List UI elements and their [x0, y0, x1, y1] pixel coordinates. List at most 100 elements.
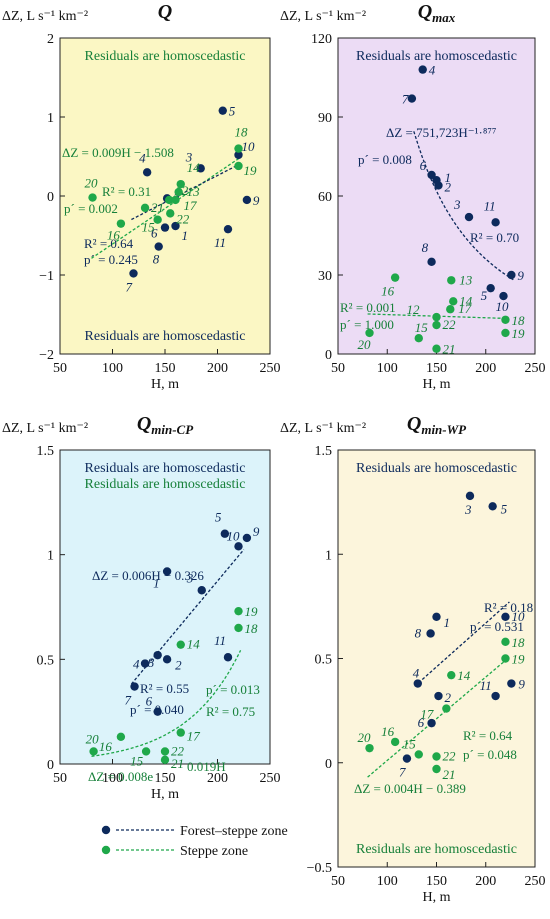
data-point	[501, 328, 510, 338]
x-tick-label: 200	[475, 361, 496, 376]
regression-stat: 0.019H	[187, 759, 226, 774]
point-label: 5	[229, 104, 236, 119]
data-point	[160, 223, 170, 232]
point-label: 7	[402, 92, 409, 107]
data-point	[491, 218, 500, 227]
data-point	[488, 502, 497, 511]
chart-title: Qmax	[418, 1, 456, 25]
point-label: 21	[443, 767, 456, 782]
data-point	[162, 567, 172, 576]
point-label: 9	[518, 677, 525, 692]
point-label: 17	[458, 301, 472, 316]
point-label: 14	[187, 637, 201, 652]
plot-area	[59, 449, 271, 765]
x-tick-label: 250	[525, 874, 546, 889]
data-point	[365, 328, 374, 338]
point-label: 19	[245, 604, 259, 619]
data-point	[447, 276, 456, 285]
data-point	[501, 654, 510, 663]
point-label: 3	[185, 149, 193, 164]
x-tick-label: 200	[207, 771, 228, 786]
point-label: 11	[214, 235, 226, 250]
data-point	[447, 670, 456, 680]
point-label: 3	[464, 502, 472, 517]
data-point	[432, 320, 441, 330]
point-label: 6	[151, 226, 158, 241]
point-label: 16	[381, 724, 395, 739]
point-label: 4	[429, 63, 436, 78]
point-label: 10	[495, 299, 509, 314]
point-label: 16	[107, 228, 121, 243]
homoscedastic-note: Residuals are homoscedastic	[85, 461, 246, 476]
point-label: 4	[133, 657, 140, 672]
data-point	[427, 170, 436, 180]
point-label: 11	[214, 633, 226, 648]
data-point	[176, 728, 185, 737]
y-tick-label: 0	[325, 757, 332, 772]
regression-stat: p´ = 0.002	[64, 201, 118, 216]
point-label: 22	[443, 317, 457, 332]
data-point	[160, 747, 170, 756]
trend-line-steppe	[367, 658, 508, 778]
point-label: 20	[85, 176, 99, 191]
trend-line-forest	[413, 131, 514, 281]
y-tick-label: 0	[47, 758, 54, 773]
regression-stat: ΔZ = 751,723H⁻¹·⁸⁷⁷	[386, 125, 496, 140]
x-tick-label: 100	[377, 874, 398, 889]
point-label: 9	[253, 193, 260, 208]
data-point	[197, 586, 206, 595]
legend-marker	[101, 845, 111, 855]
data-point	[153, 650, 162, 660]
data-point	[153, 707, 162, 716]
point-label: 20	[358, 730, 372, 745]
data-point	[434, 691, 443, 701]
y-tick-label: 1	[325, 548, 332, 563]
point-label: 13	[187, 184, 201, 199]
regression-stat: p´ = 1.000	[340, 317, 394, 332]
data-point	[427, 718, 436, 728]
data-point	[166, 209, 175, 218]
point-label: 1	[445, 170, 452, 185]
legend-label: Steppe zone	[180, 844, 248, 859]
point-label: 19	[244, 163, 258, 178]
y-tick-label: 2	[47, 32, 54, 47]
regression-stat: p´ = 0.048	[463, 747, 517, 762]
point-label: 18	[511, 313, 525, 328]
data-point	[402, 754, 412, 763]
data-point	[491, 691, 500, 701]
y-tick-label: −2	[39, 348, 54, 363]
point-label: 4	[139, 150, 146, 165]
point-label: 14	[187, 160, 201, 175]
trend-line-forest	[414, 601, 510, 687]
regression-stat: R² = 0.75	[206, 704, 255, 719]
point-label: 6	[420, 158, 427, 173]
regression-stat: ΔZ = 0.004H − 0.389	[354, 781, 466, 796]
x-tick-label: 250	[260, 361, 281, 376]
point-label: 15	[130, 753, 144, 768]
x-axis-label: H, m	[151, 377, 179, 392]
data-point	[432, 752, 441, 761]
data-point	[414, 334, 423, 343]
data-point	[414, 750, 423, 759]
data-point	[432, 612, 441, 621]
data-point	[365, 743, 374, 753]
x-tick-label: 100	[102, 361, 123, 376]
point-label: 17	[184, 198, 198, 213]
point-label: 22	[443, 748, 457, 763]
data-point	[507, 679, 516, 688]
x-tick-label: 50	[53, 771, 67, 786]
chart-panel-Qmax: Qmax ΔZ, L s⁻¹ km⁻² H, m 50 100 150 200 250 0 30 6…	[280, 1, 546, 392]
data-point	[171, 195, 180, 205]
point-label: 8	[422, 240, 429, 255]
x-tick-label: 50	[331, 874, 345, 889]
regression-stat: ΔZ = 0.006H − 0.326	[92, 568, 204, 583]
legend-marker	[101, 825, 111, 835]
y-tick-label: −0.5	[307, 861, 332, 876]
trend-line-steppe	[91, 650, 242, 757]
data-point	[432, 312, 441, 322]
y-tick-label: 0.5	[37, 653, 55, 668]
regression-stat: R² = 0.18	[484, 600, 533, 615]
trend-line-steppe	[91, 158, 239, 259]
point-label: 15	[403, 736, 417, 751]
point-label: 16	[381, 284, 395, 299]
